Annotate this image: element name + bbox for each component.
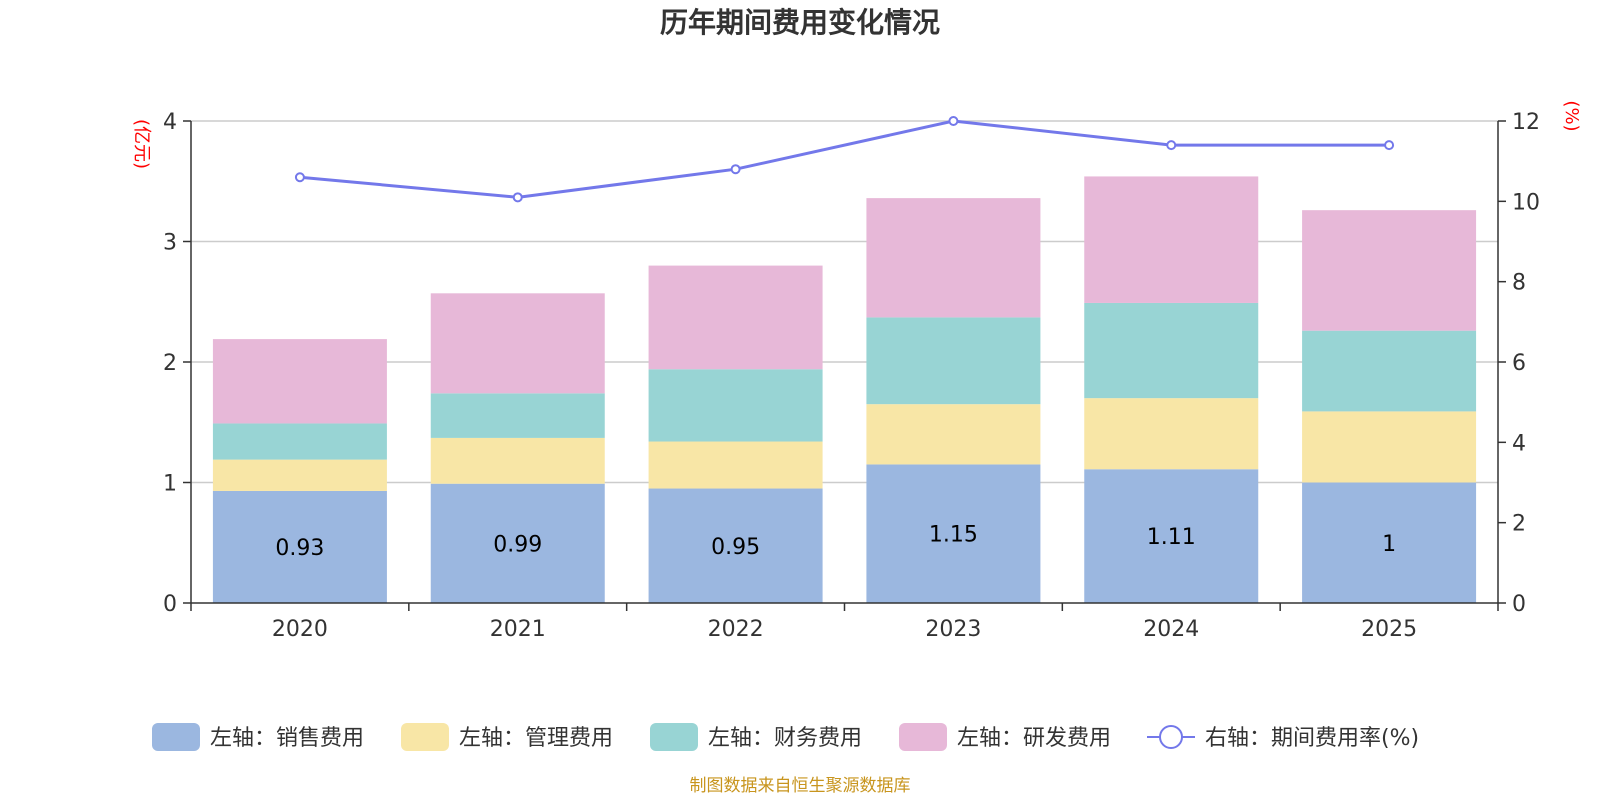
left-axis-unit: (亿元) [131, 119, 152, 169]
bar-segment [866, 404, 1041, 465]
x-axis-tick-label: 2021 [490, 617, 546, 642]
bar-segment [1302, 330, 1477, 412]
x-axis-tick-label: 2025 [1361, 617, 1417, 642]
left-axis-tick-label: 0 [163, 592, 177, 617]
left-axis-tick-label: 3 [163, 231, 177, 256]
left-axis-tick-label: 4 [163, 110, 177, 135]
bar-data-label: 0.99 [493, 532, 542, 557]
rate-point [948, 116, 959, 126]
bar-segment [1084, 302, 1259, 399]
left-axis-tick-label: 2 [163, 351, 177, 376]
legend-item[interactable]: 左轴：销售费用 [152, 723, 364, 751]
x-axis-tick-label: 2022 [708, 617, 764, 642]
rate-point [512, 192, 523, 203]
bar-segment [866, 464, 1041, 603]
bar-series: 0.93 0.99 0.95 1.15 1.11 1 [212, 176, 1477, 603]
legend-marker [1159, 725, 1183, 749]
bar-segment [212, 423, 387, 460]
legend-label: 左轴：销售费用 [210, 726, 364, 751]
right-axis-tick-label: 0 [1512, 592, 1526, 617]
grid-lines [191, 120, 1498, 484]
legend-item[interactable]: 左轴：财务费用 [650, 723, 862, 751]
legend-item[interactable]: 右轴：期间费用率(%) [1147, 725, 1419, 751]
rate-point [1384, 140, 1395, 151]
bar-segment [1084, 469, 1259, 603]
legend-swatch [401, 723, 449, 751]
bar-segment [1302, 210, 1477, 331]
rate-point [730, 164, 741, 175]
bar-data-label: 1 [1382, 532, 1396, 557]
legend-swatch [650, 723, 698, 751]
right-axis-tick-label: 4 [1512, 431, 1526, 456]
right-axis-tick-label: 2 [1512, 512, 1526, 537]
bar-segment [648, 488, 823, 603]
right-axis-tick-label: 8 [1512, 271, 1526, 296]
bar-segment [430, 293, 605, 394]
bar-segment [648, 441, 823, 489]
x-axis-tick-label: 2020 [272, 617, 328, 642]
bar-segment [648, 369, 823, 442]
bar-data-label: 0.93 [275, 536, 324, 561]
right-axis-tick-label: 6 [1512, 351, 1526, 376]
bar-data-label: 1.11 [1147, 525, 1196, 550]
legend-label: 左轴：财务费用 [708, 726, 862, 751]
x-axis-tick-label: 2024 [1143, 617, 1199, 642]
left-axis-tick-label: 1 [163, 472, 177, 497]
legend-item[interactable]: 左轴：研发费用 [899, 723, 1111, 751]
bar-segment [1302, 482, 1477, 603]
bar-segment [1084, 176, 1259, 303]
source-note: 制图数据来自恒生聚源数据库 [690, 776, 911, 796]
bar-segment [430, 437, 605, 484]
legend-label: 左轴：管理费用 [459, 726, 613, 751]
legend[interactable]: 左轴：销售费用 左轴：管理费用 左轴：财务费用 左轴：研发费用 右轴：期间费用率(%) [152, 723, 1419, 751]
right-axis-unit: (%) [1561, 100, 1582, 131]
bar-segment [212, 490, 387, 603]
bar-segment [1084, 398, 1259, 470]
rate-point [1166, 140, 1177, 151]
bar-segment [1302, 411, 1477, 483]
bar-segment [866, 198, 1041, 318]
chart-title: 历年期间费用变化情况 [660, 6, 940, 39]
legend-label: 左轴：研发费用 [957, 726, 1111, 751]
rate-line-series [294, 116, 1395, 203]
bar-segment [212, 339, 387, 424]
bar-data-label: 1.15 [929, 523, 978, 548]
bar-segment [430, 393, 605, 438]
legend-item[interactable]: 左轴：管理费用 [401, 723, 613, 751]
bar-segment [430, 483, 605, 603]
legend-swatch [152, 723, 200, 751]
legend-label: 右轴：期间费用率(%) [1205, 726, 1419, 751]
legend-swatch [899, 723, 947, 751]
rate-line [299, 119, 1390, 199]
bar-data-label: 0.95 [711, 535, 760, 560]
right-axis-tick-label: 12 [1512, 110, 1540, 135]
bar-segment [212, 459, 387, 491]
bar-segment [866, 317, 1041, 405]
bar-segment [648, 265, 823, 370]
x-axis-tick-label: 2023 [925, 617, 981, 642]
rate-point [294, 172, 305, 183]
right-axis-tick-label: 10 [1512, 190, 1540, 215]
